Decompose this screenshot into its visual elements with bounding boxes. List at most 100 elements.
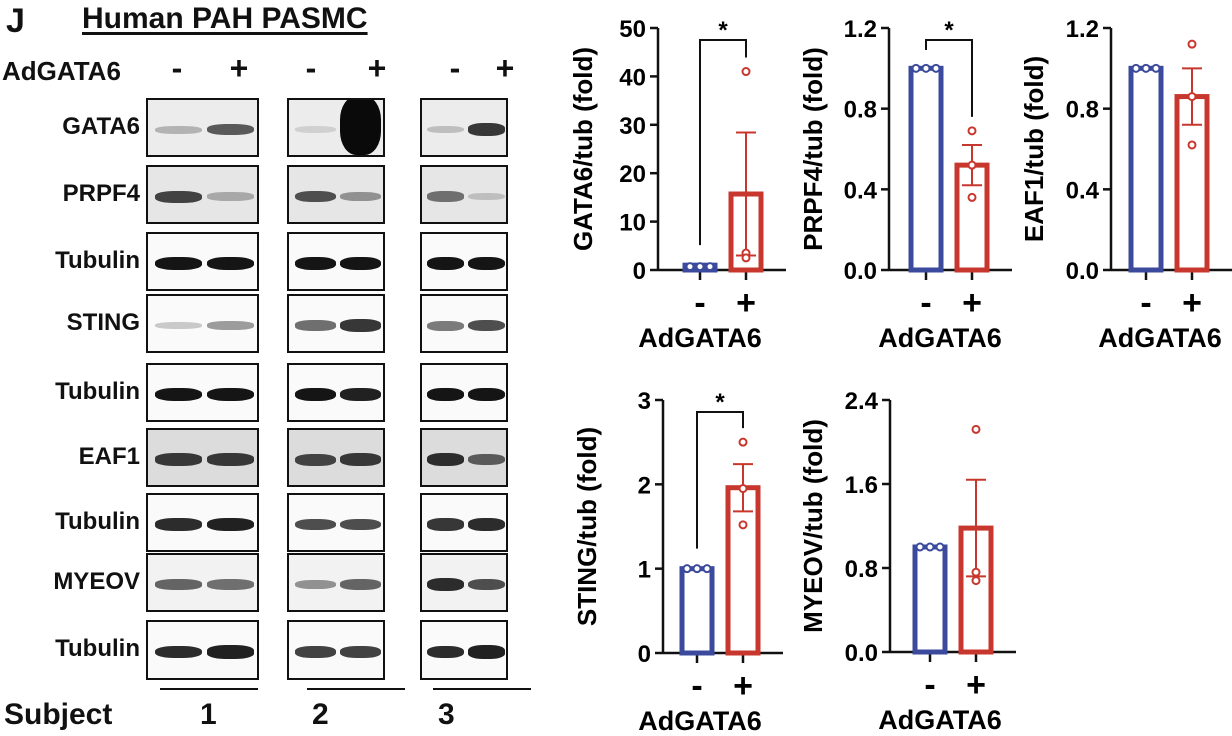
eaf1-y-tick: 0.4 — [1066, 177, 1100, 204]
band — [294, 453, 337, 466]
gata6-x-label: AdGATA6 — [638, 323, 762, 353]
band — [294, 387, 337, 402]
band — [206, 387, 255, 402]
blot-tubulin-subject-3 — [420, 493, 508, 552]
myeov-data-point — [971, 567, 981, 577]
sting-y-tick: 0 — [638, 641, 651, 668]
eaf1-data-point — [1141, 63, 1151, 73]
gata6-y-tick: 50 — [619, 16, 646, 43]
myeov-y-tick: 0.0 — [845, 640, 878, 667]
blot-tubulin-subject-1 — [146, 363, 259, 422]
prpf4-data-point — [967, 126, 977, 136]
band — [427, 578, 465, 591]
prpf4-x-tick-label: - — [920, 284, 931, 322]
blot-prpf4-subject-1 — [146, 165, 259, 224]
prpf4-y-tick: 0.4 — [844, 177, 878, 204]
blot-myeov-subject-1 — [146, 553, 259, 612]
gata6-data-point — [741, 67, 751, 77]
band — [467, 645, 505, 659]
blot-tubulin-subject-1 — [146, 620, 259, 680]
myeov-bar-control — [912, 544, 948, 655]
band — [467, 192, 505, 201]
band — [154, 321, 203, 330]
blot-myeov-subject-2 — [287, 553, 385, 612]
blot-label-prpf4: PRPF4 — [62, 179, 140, 207]
eaf1-y-label: EAF1/tub (fold) — [1019, 56, 1049, 242]
blot-prpf4-subject-3 — [420, 165, 508, 224]
gata6-significance-star: * — [718, 17, 728, 44]
blot-tubulin-subject-1 — [146, 232, 259, 291]
eaf1-data-point — [1151, 63, 1161, 73]
band — [427, 387, 465, 402]
blot-tubulin-subject-2 — [287, 620, 385, 680]
blot-label-eaf1: EAF1 — [78, 442, 140, 470]
blot-eaf1-subject-1 — [146, 428, 259, 487]
band — [294, 518, 337, 531]
band — [206, 645, 255, 659]
myeov-data-point — [925, 542, 935, 552]
eaf1-y-tick: 0.0 — [1066, 258, 1099, 285]
band — [154, 387, 203, 402]
band — [154, 256, 203, 271]
band — [294, 646, 337, 658]
band — [206, 123, 255, 136]
prpf4-bar-control — [908, 65, 944, 273]
blot-tubulin-subject-2 — [287, 363, 385, 422]
prpf4-x-label: AdGATA6 — [878, 323, 1002, 353]
band — [427, 125, 465, 134]
subject-2-label: 2 — [312, 698, 329, 731]
band — [206, 321, 255, 330]
myeov-x-tick-label: + — [966, 666, 986, 704]
band — [339, 256, 382, 271]
sting-bar-treated — [725, 485, 761, 656]
blot-eaf1-subject-2 — [287, 428, 385, 487]
gata6-x-tick-label: - — [694, 284, 705, 322]
subject-1-line — [160, 688, 258, 690]
prpf4-y-tick: 0.8 — [844, 97, 877, 124]
panel-letter: J — [6, 2, 25, 40]
myeov-y-tick: 0.8 — [845, 556, 878, 583]
gata6-y-tick: 10 — [619, 210, 646, 237]
band — [154, 645, 203, 659]
blot-sting-subject-2 — [287, 294, 385, 353]
gata6-y-tick: 0 — [633, 258, 646, 285]
myeov-data-point — [915, 542, 925, 552]
band — [339, 518, 382, 531]
band — [294, 126, 337, 133]
blot-tubulin-subject-3 — [420, 363, 508, 422]
band — [427, 256, 465, 271]
eaf1-data-point — [1187, 39, 1197, 49]
band — [427, 453, 465, 466]
sting-data-point — [702, 564, 712, 574]
gata6-data-point — [705, 262, 715, 272]
band — [294, 320, 337, 331]
sting-data-point — [738, 484, 748, 494]
band — [339, 191, 382, 202]
sting-data-point — [738, 520, 748, 530]
figure-title: Human PAH PASMC — [82, 2, 368, 35]
band — [154, 453, 203, 466]
band — [206, 517, 255, 532]
eaf1-y-tick: 0.8 — [1066, 97, 1099, 124]
band — [154, 125, 203, 134]
sting-y-tick: 2 — [638, 472, 651, 499]
band — [294, 190, 337, 203]
blot-label-tubulin: Tubulin — [55, 635, 140, 662]
myeov-x-tick-label: - — [924, 666, 935, 704]
blot-label-myeov: MYEOV — [53, 567, 140, 595]
band — [467, 256, 505, 271]
sting-significance-star: * — [715, 389, 725, 416]
prpf4-y-tick: 0.0 — [844, 258, 877, 285]
band — [427, 645, 465, 659]
blot-eaf1-subject-3 — [420, 428, 508, 487]
band — [467, 319, 505, 332]
prpf4-data-point — [931, 63, 941, 73]
eaf1-x-tick-label: - — [1140, 284, 1151, 322]
prpf4-data-point — [967, 160, 977, 170]
prpf4-significance-bracket — [925, 39, 973, 117]
prpf4-x-tick-label: + — [962, 284, 982, 322]
sting-bar-control — [679, 566, 715, 656]
sting-y-tick: 1 — [638, 557, 651, 584]
sting-x-tick-label: + — [733, 667, 753, 705]
